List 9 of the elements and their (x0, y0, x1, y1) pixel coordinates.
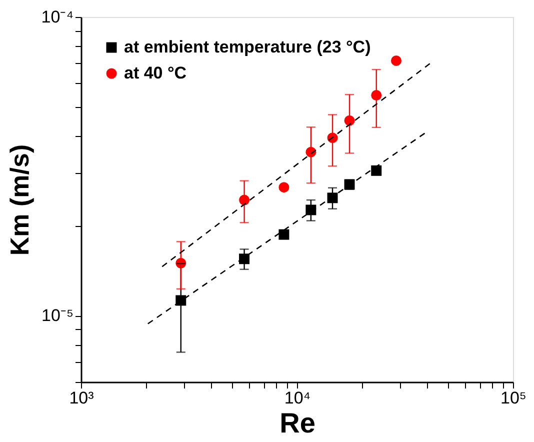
legend-label: at embient temperature (23 °C) (124, 38, 371, 56)
x-tick-label: 10⁵ (500, 388, 526, 408)
x-axis-title: Re (280, 408, 316, 438)
legend-label: at 40 °C (124, 64, 187, 82)
y-tick-label: 10⁻⁴ (41, 8, 74, 26)
y-tick-label: 10⁻⁵ (42, 306, 74, 326)
x-tick-label: 10⁴ (284, 388, 311, 408)
x-tick-label: 10³ (69, 388, 94, 408)
y-axis-title: Km (m/s) (4, 144, 34, 256)
